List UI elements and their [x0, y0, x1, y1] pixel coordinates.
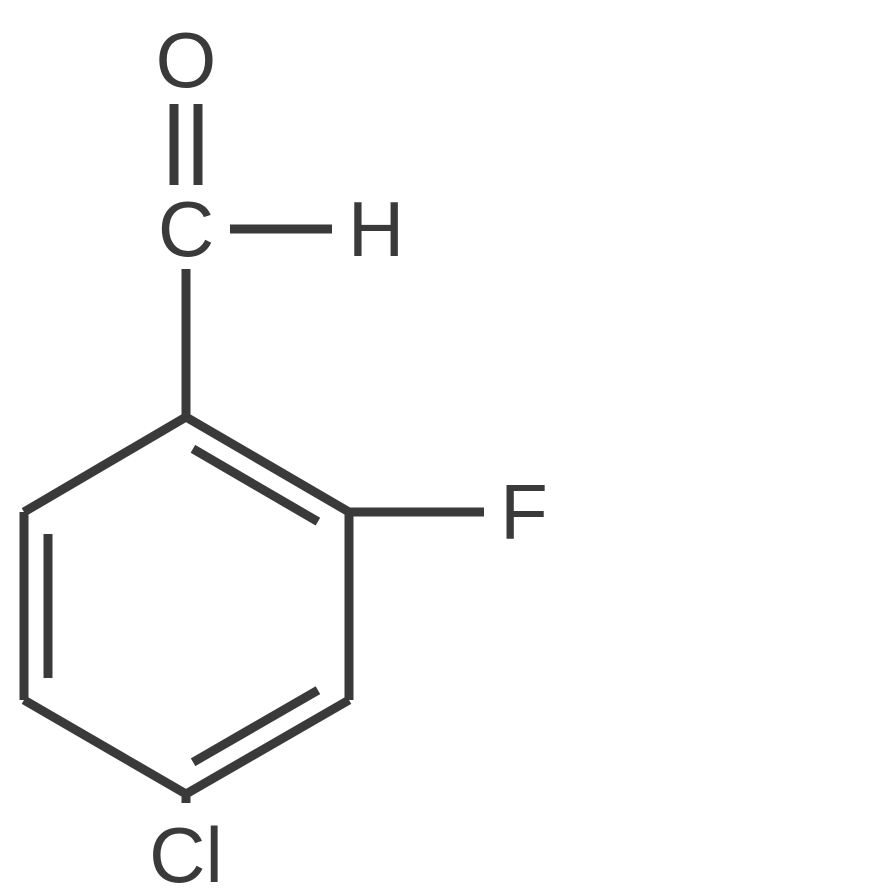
atom-label-f: F: [500, 468, 548, 556]
atom-label-o: O: [156, 16, 217, 104]
bond: [186, 417, 349, 512]
bond: [186, 700, 349, 794]
molecule-diagram: CO H F Cl: [0, 0, 890, 890]
bond: [24, 417, 186, 512]
atom-label-c: C: [158, 185, 214, 273]
atom-label-cl: Cl: [149, 811, 223, 890]
atom-label-h: H: [348, 185, 404, 273]
bond: [24, 700, 186, 794]
